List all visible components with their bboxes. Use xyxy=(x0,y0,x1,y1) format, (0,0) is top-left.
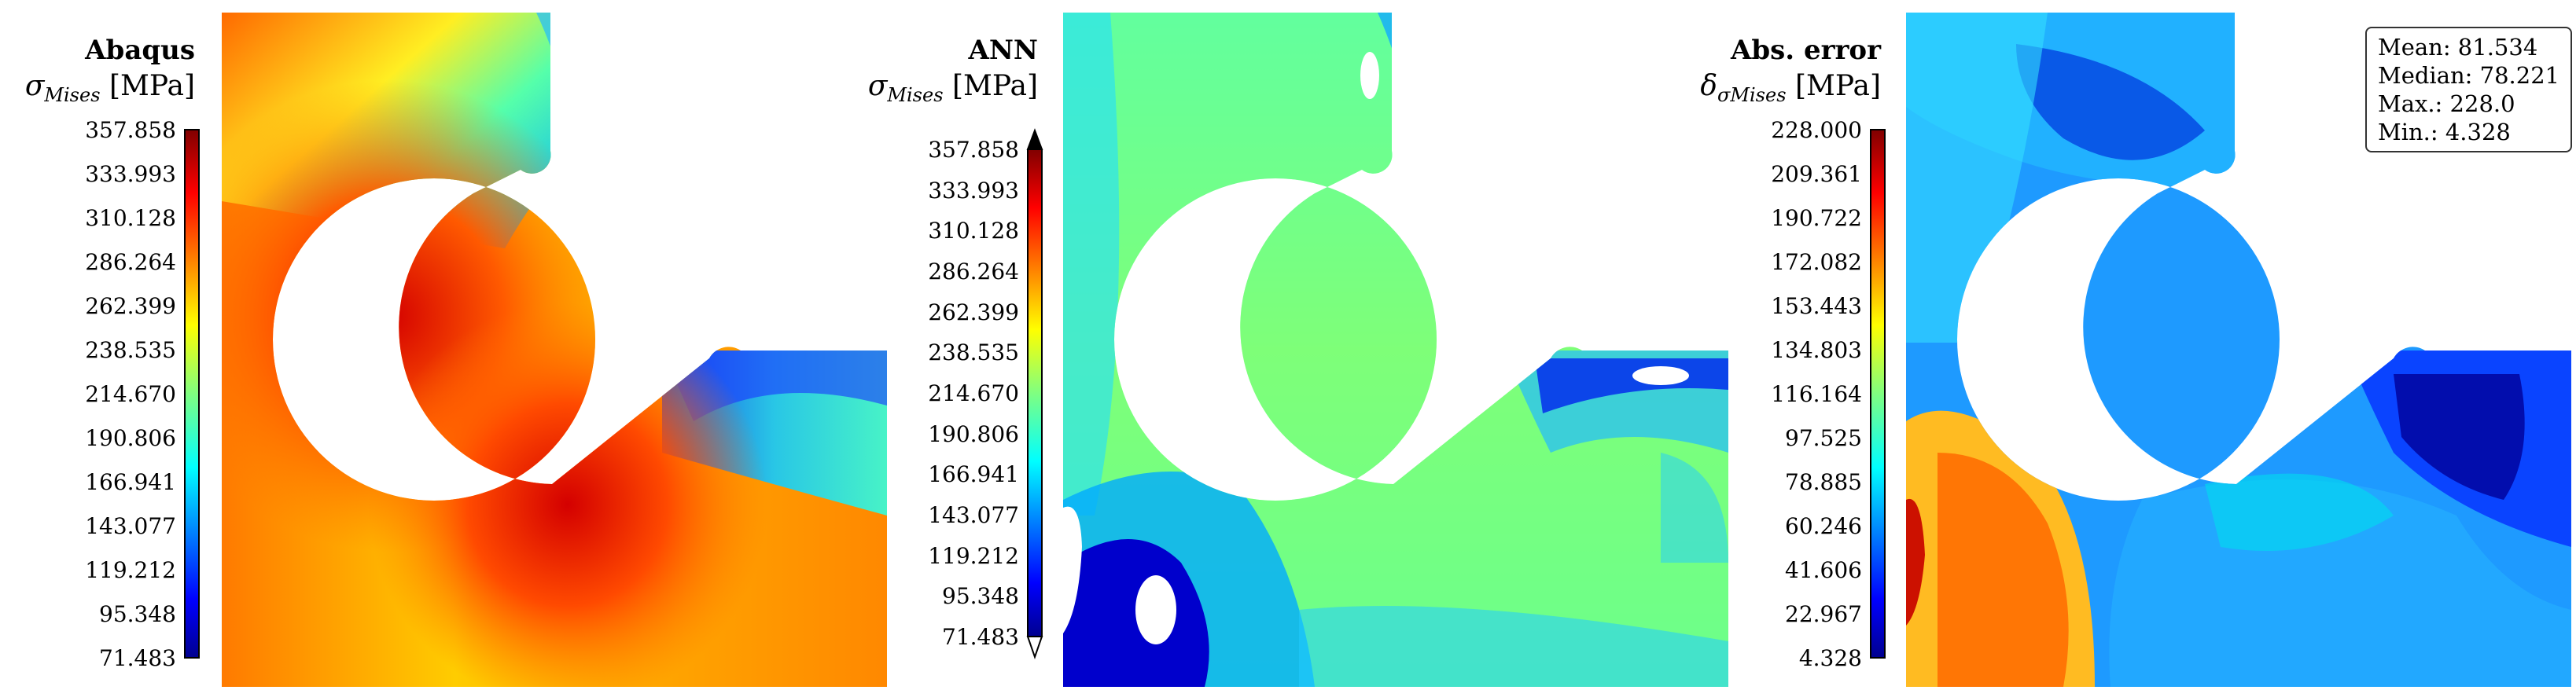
colorbar-tick-label: 310.128 xyxy=(928,218,1019,244)
colorbar-tick-label: 166.941 xyxy=(85,469,176,495)
colorbar-tick-label: 166.941 xyxy=(928,461,1019,488)
colorbar-tick-label: 190.722 xyxy=(1771,205,1862,231)
colorbar-tick-label: 262.399 xyxy=(85,293,176,319)
stat-mean: Mean: 81.534 xyxy=(2378,34,2538,61)
colorbar xyxy=(1870,129,1886,659)
colorbar-tick-label: 333.993 xyxy=(928,177,1019,204)
colorbar-tick-label: 95.348 xyxy=(942,583,1019,610)
colorbar-tick-label: 134.803 xyxy=(1771,337,1862,363)
colorbar-tick-label: 214.670 xyxy=(928,380,1019,406)
stress-field-abaqus xyxy=(222,13,887,687)
colorbar-tick-label: 60.246 xyxy=(1785,513,1862,539)
colorbar-tick-label: 172.082 xyxy=(1771,249,1862,275)
panel-ann: ANN σMises [MPa] 357.858 333.993 310.128 28… xyxy=(841,0,1728,690)
colorbar-tick-label: 22.967 xyxy=(1785,601,1862,627)
colorbar-tick-label: 214.670 xyxy=(85,381,176,407)
colorbar-tick-label: 190.806 xyxy=(85,425,176,451)
colorbar-tick-label: 119.212 xyxy=(928,542,1019,569)
panel-title: Abs. error xyxy=(1730,35,1881,66)
panel-abaqus: Abaqus σMises [MPa] 357.858 333.993 310.12… xyxy=(0,0,887,690)
colorbar-tick-label: 78.885 xyxy=(1785,469,1862,495)
stats-box: Mean: 81.534 Median: 78.221 Max.: 228.0 … xyxy=(2365,27,2573,152)
colorbar-tick-label: 286.264 xyxy=(928,259,1019,284)
panel-title: Abaqus xyxy=(85,35,195,66)
colorbar-tick-label: 41.606 xyxy=(1785,557,1862,583)
colorbar-tick-label: 143.077 xyxy=(928,502,1019,528)
colorbar-tick-label: 286.264 xyxy=(85,249,176,275)
colorbar-tick-label: 153.443 xyxy=(1771,293,1862,319)
colorbar xyxy=(1026,128,1043,660)
panel-abs-error: Abs. error δσMises [MPa] 228.000 209.361 1… xyxy=(1684,0,2576,690)
colorbar-tick-label: 97.525 xyxy=(1785,425,1862,451)
colorbar-tick-label: 190.806 xyxy=(928,420,1019,447)
stat-max: Max.: 228.0 xyxy=(2378,90,2515,117)
colorbar-tick-label: 262.399 xyxy=(928,299,1019,325)
colorbar-tick-label: 310.128 xyxy=(85,205,176,231)
colorbar-tick-label: 71.483 xyxy=(942,624,1019,650)
colorbar-tick-label: 238.535 xyxy=(85,337,176,363)
colorbar xyxy=(184,129,200,659)
colorbar-tick-label: 95.348 xyxy=(99,601,176,627)
stress-field-ann xyxy=(1063,13,1728,687)
quantity-label: σMises [MPa] xyxy=(24,70,195,106)
colorbar-tick-label: 238.535 xyxy=(928,339,1019,366)
colorbar-tick-label: 209.361 xyxy=(1771,161,1862,187)
colorbar-tick-label: 119.212 xyxy=(85,557,176,583)
stat-median: Median: 78.221 xyxy=(2378,62,2560,89)
colorbar-tick-label: 116.164 xyxy=(1771,381,1862,407)
quantity-label: σMises [MPa] xyxy=(867,70,1038,106)
colorbar-tick-label: 143.077 xyxy=(85,513,176,539)
error-field xyxy=(1906,13,2571,687)
panel-title: ANN xyxy=(968,35,1038,66)
quantity-label: δσMises [MPa] xyxy=(1700,70,1881,106)
stat-min: Min.: 4.328 xyxy=(2378,119,2511,145)
colorbar-tick-label: 228.000 xyxy=(1771,117,1862,143)
colorbar-tick-label: 357.858 xyxy=(85,117,176,143)
colorbar-tick-label: 357.858 xyxy=(928,137,1019,163)
colorbar-tick-label: 4.328 xyxy=(1798,645,1862,671)
colorbar-tick-label: 71.483 xyxy=(99,645,176,671)
colorbar-tick-label: 333.993 xyxy=(85,161,176,187)
